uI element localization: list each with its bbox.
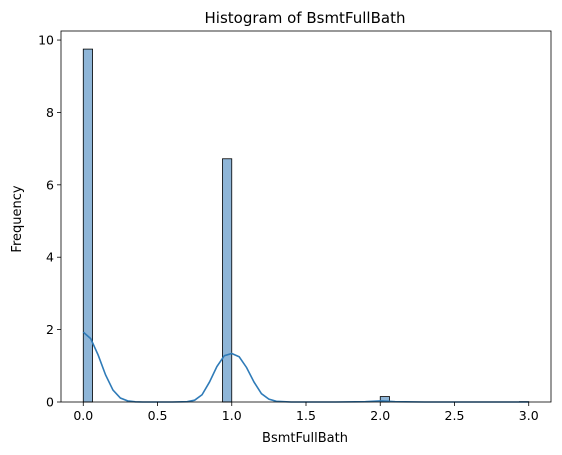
kde-curve [83,332,528,402]
x-tick-label: 2.5 [445,408,465,423]
axes-frame [61,31,551,402]
x-tick-label: 1.5 [296,408,316,423]
x-tick-label: 2.0 [370,408,390,423]
histogram-bar-0 [83,49,92,402]
x-axis-label: BsmtFullBath [262,431,348,446]
y-tick-label: 2 [46,322,54,337]
y-tick-label: 4 [46,250,54,265]
y-axis-label: Frequency [10,185,25,252]
x-tick-label: 0.5 [148,408,168,423]
y-tick-label: 6 [46,177,54,192]
x-tick-label: 1.0 [222,408,242,423]
y-tick-label: 0 [46,395,54,410]
y-tick-label: 8 [46,105,54,120]
x-tick-label: 0.0 [73,408,93,423]
y-axis-ticks: 0 2 4 6 8 10 [38,33,61,410]
y-tick-label: 10 [38,33,54,48]
chart-title: Histogram of BsmtFullBath [205,9,406,27]
histogram-bar-1 [222,159,231,402]
x-tick-label: 3.0 [519,408,539,423]
x-axis-ticks: 0.0 0.5 1.0 1.5 2.0 2.5 3.0 [73,402,538,423]
bars-layer [83,49,528,402]
